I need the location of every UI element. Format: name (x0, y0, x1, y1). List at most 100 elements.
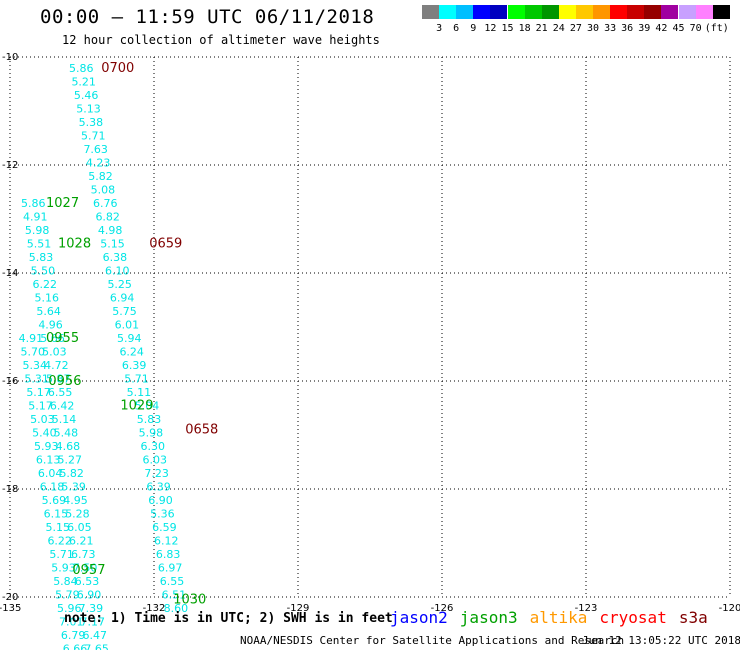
wave-height-point: 6.51 (162, 588, 187, 601)
colorbar-swatch (541, 5, 559, 19)
wave-height-point: 4.23 (86, 156, 111, 169)
colorbar-label: 33 (604, 23, 617, 34)
colorbar-label: 27 (569, 23, 582, 34)
wave-height-point: 6.79 (61, 629, 86, 642)
y-tick-label: -10 (2, 52, 18, 63)
wave-height-point: 5.25 (107, 278, 132, 291)
colorbar-label: 3 (436, 23, 443, 34)
wave-height-point: 4.91 (19, 332, 44, 345)
colorbar-unit: (ft) (704, 23, 729, 34)
wave-height-point: 6.94 (110, 291, 135, 304)
legend-jason2: jason2 (390, 608, 448, 627)
wave-height-point: 5.75 (112, 305, 136, 318)
y-tick-label: -16 (2, 376, 18, 387)
wave-height-point: 6.53 (75, 575, 100, 588)
y-tick-label: -12 (2, 160, 18, 171)
wave-height-point: 6.38 (103, 251, 128, 264)
wave-height-point: 6.22 (47, 534, 72, 547)
colorbar-label: 36 (621, 23, 634, 34)
wave-height-point: 5.84 (53, 575, 77, 588)
wave-height-point: 5.38 (79, 116, 104, 129)
wave-height-point: 6.97 (158, 561, 183, 574)
wave-height-point: 6.42 (50, 399, 74, 412)
wave-height-point: 5.16 (34, 291, 59, 304)
colorbar-label: 9 (470, 23, 477, 34)
colorbar-label: 70 (689, 23, 702, 34)
wave-height-point: 5.28 (65, 507, 90, 520)
wave-height-point: 6.15 (44, 507, 69, 520)
wave-height-point: 4.68 (56, 440, 81, 453)
wave-height-point: 5.94 (117, 332, 142, 345)
wave-height-point: 6.03 (142, 453, 167, 466)
colorbar-swatch (678, 5, 696, 19)
legend-jason3: jason3 (459, 608, 518, 627)
wave-height-point: 5.93 (51, 561, 76, 574)
wave-height-point: 5.48 (54, 426, 79, 439)
wave-height-point: 7.01 (59, 615, 84, 628)
colorbar-swatch (507, 5, 525, 19)
colorbar-swatch (610, 5, 628, 19)
wave-height-point: 5.86 (21, 197, 46, 210)
colorbar-label: 15 (501, 23, 514, 34)
wave-height-point: 6.22 (33, 278, 58, 291)
wave-height-point: 6.55 (160, 575, 185, 588)
wave-height-point: 5.93 (34, 440, 59, 453)
wave-height-point: 4.96 (38, 318, 63, 331)
wave-height-point: 5.13 (76, 102, 101, 115)
wave-height-point: 5.04 (135, 399, 160, 412)
wave-height-point: 5.17 (28, 399, 52, 412)
colorbar-label: 12 (484, 23, 497, 34)
wave-height-point: 6.13 (36, 453, 61, 466)
wave-height-point: 5.39 (61, 480, 86, 493)
wave-height-point: 5.31 (24, 372, 49, 385)
wave-height-point: 5.08 (91, 183, 116, 196)
wave-height-point: 5.87 (46, 372, 71, 385)
generated-timestamp: Jun 12 13:05:22 UTC 2018 (582, 634, 740, 647)
wave-height-point: 5.40 (32, 426, 57, 439)
legend-cryosat: cryosat (599, 608, 667, 627)
wave-height-point: 5.69 (42, 494, 67, 507)
x-tick-label: -126 (431, 603, 454, 614)
wave-height-point: 5.27 (58, 453, 83, 466)
wave-height-point: 5.82 (88, 170, 113, 183)
wave-height-point: 5.17 (26, 386, 51, 399)
wave-height-point: 5.14 (52, 413, 76, 426)
wave-height-point: 5.79 (55, 588, 79, 601)
legend-s3a: s3a (678, 608, 708, 627)
chart-title: 00:00 – 11:59 UTC 06/11/2018 (40, 6, 375, 28)
wave-height-point: 5.64 (36, 305, 61, 318)
wave-height-point: 5.96 (57, 602, 82, 615)
wave-height-point: 6.12 (154, 534, 179, 547)
satellite-legend: jason2 jason3 altika cryosat s3a (390, 608, 720, 627)
y-tick-label: -14 (2, 268, 18, 279)
wave-height-point: 6.90 (148, 494, 173, 507)
colorbar-label: 21 (535, 23, 548, 34)
wave-height-point: 5.71 (124, 372, 148, 385)
colorbar-label: 30 (586, 23, 600, 34)
pass-time-label: 0659 (149, 236, 182, 251)
wave-height-point: 8.60 (164, 602, 189, 615)
colorbar-label: 24 (552, 23, 565, 34)
colorbar-swatch (712, 5, 730, 19)
wave-height-point: 7.65 (84, 642, 109, 650)
wave-height-point: 5.50 (31, 264, 56, 277)
colorbar-swatch (593, 5, 610, 19)
colorbar-swatch (627, 5, 645, 19)
colorbar-swatch (490, 5, 508, 19)
pass-time-label: 1028 (58, 236, 91, 251)
pass-time-label: 1029 (120, 398, 153, 413)
wave-height-point: 6.39 (146, 480, 171, 493)
x-tick-label: -132 (143, 603, 166, 614)
credit-text: NOAA/NESDIS Center for Satellite Applica… (240, 634, 625, 647)
wave-height-point: 5.03 (30, 413, 55, 426)
wave-height-point: 7.17 (81, 615, 106, 628)
wave-height-point: 7.39 (79, 602, 104, 615)
wave-height-point: 5.21 (71, 75, 96, 88)
colorbar-swatch (695, 5, 713, 19)
wave-height-point: 5.71 (81, 129, 106, 142)
y-tick-label: -18 (2, 484, 18, 495)
wave-height-point: 5.34 (22, 359, 47, 372)
pass-time-label: 0955 (46, 331, 79, 346)
wave-height-point: 5.98 (25, 224, 49, 237)
